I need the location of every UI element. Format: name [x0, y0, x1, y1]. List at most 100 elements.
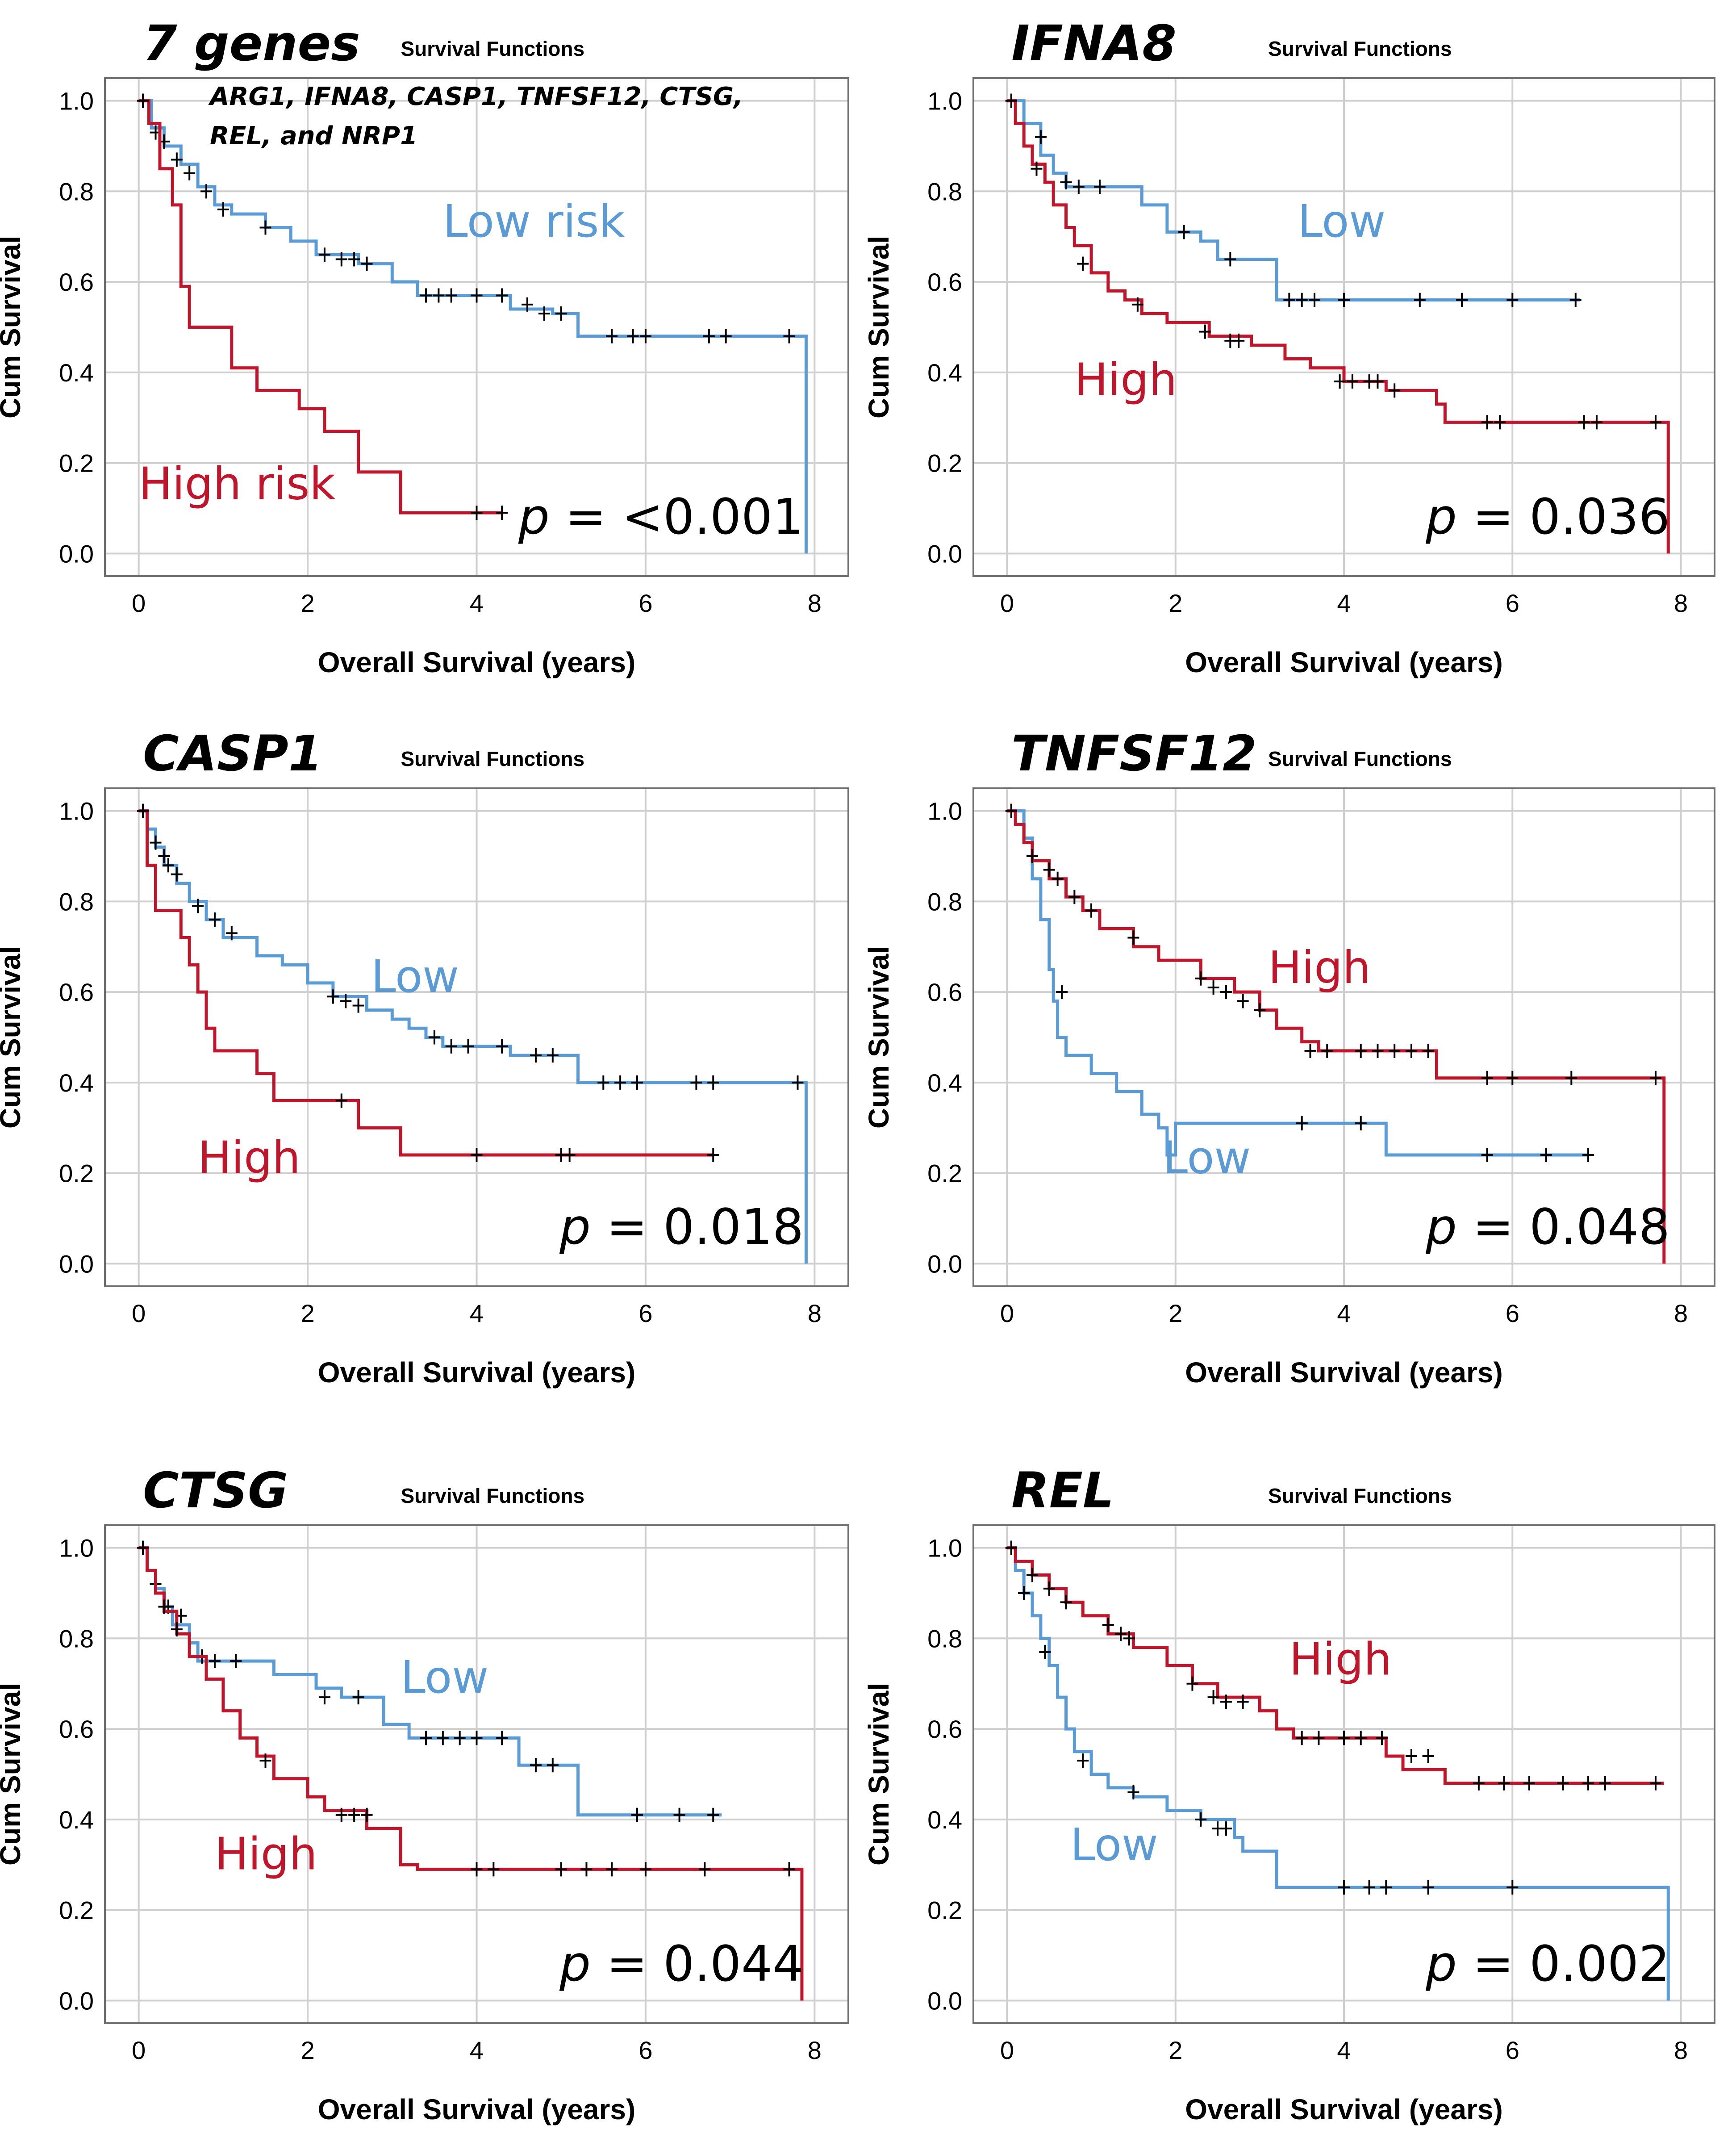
- p-value-text: = 0.002: [1457, 1935, 1670, 1992]
- censor-mark: [1338, 1880, 1350, 1895]
- plot-frame: [972, 787, 1715, 1287]
- x-tick-label: 4: [1337, 1299, 1351, 1327]
- survival-curve-high: [1007, 99, 1670, 554]
- censor-mark: [1389, 1043, 1401, 1058]
- y-tick-label: 0.4: [59, 1806, 94, 1834]
- censor-mark: [352, 1690, 364, 1705]
- censor-mark: [1233, 333, 1245, 348]
- censor-mark: [471, 288, 483, 303]
- x-tick-label: 4: [470, 1299, 484, 1327]
- censor-mark: [1178, 225, 1190, 239]
- x-tick-label: 8: [808, 589, 822, 617]
- censor-mark: [783, 329, 795, 343]
- censor-mark: [1308, 293, 1320, 307]
- panel-title: CTSG: [143, 1462, 288, 1519]
- censor-mark: [1540, 1148, 1552, 1163]
- group-label: High: [215, 1828, 317, 1880]
- panel-title: REL: [1011, 1462, 1114, 1519]
- censor-mark: [1220, 1694, 1232, 1709]
- y-tick-label: 0.4: [927, 359, 962, 387]
- censor-mark: [1224, 252, 1236, 267]
- censor-mark: [1346, 374, 1358, 389]
- censor-mark: [496, 1039, 508, 1054]
- censor-mark: [445, 288, 457, 303]
- y-tick-label: 0.6: [927, 268, 962, 296]
- censor-mark: [471, 1731, 483, 1745]
- censor-mark: [230, 1654, 242, 1669]
- plot-frame: [104, 787, 849, 1287]
- censor-mark: [1334, 374, 1346, 389]
- censor-mark: [1102, 1618, 1114, 1632]
- p-value-symbol: p: [1425, 1198, 1457, 1255]
- censor-mark: [1380, 1880, 1392, 1895]
- censor-mark: [1296, 1731, 1308, 1745]
- censor-mark: [1060, 1595, 1072, 1610]
- censor-mark: [707, 1807, 719, 1822]
- censor-mark: [580, 1862, 593, 1877]
- censor-mark: [1578, 415, 1590, 430]
- censor-mark: [158, 1599, 170, 1614]
- censor-mark: [1027, 1568, 1039, 1582]
- censor-mark: [1031, 161, 1043, 176]
- x-tick-label: 2: [1168, 1299, 1182, 1327]
- censor-mark: [703, 329, 715, 343]
- plot-frame: [972, 77, 1715, 577]
- p-value: p = 0.018: [559, 1198, 804, 1255]
- censor-mark: [606, 1862, 618, 1877]
- censor-mark: [1005, 93, 1017, 108]
- panel-title: TNFSF12: [1011, 725, 1257, 782]
- y-tick-label: 0.8: [927, 887, 962, 916]
- survival-curve-high-risk: [138, 99, 502, 515]
- p-value-text: = 0.048: [1457, 1198, 1670, 1255]
- km-panel: 0 2 4 6 8 0.0 0.2 0.4 0.6 0.8 1.0 Overall Survival …: [0, 15, 849, 678]
- censor-mark: [1131, 297, 1143, 312]
- x-tick-label: 6: [1506, 2036, 1519, 2064]
- censor-mark: [1321, 1043, 1333, 1058]
- censor-mark: [217, 202, 229, 217]
- censor-mark: [348, 1807, 360, 1822]
- censor-mark: [1582, 1148, 1594, 1163]
- censor-mark: [1039, 1644, 1051, 1659]
- p-value-text: = 0.044: [591, 1935, 804, 1992]
- survival-functions-title: Survival Functions: [1268, 1484, 1452, 1507]
- censor-mark: [361, 256, 373, 271]
- censor-mark: [171, 867, 183, 882]
- censor-mark: [1005, 1540, 1017, 1555]
- survival-curve-low: [1007, 809, 1589, 1157]
- censor-mark: [1481, 1071, 1493, 1085]
- censor-mark: [1405, 1043, 1417, 1058]
- censor-mark: [699, 1862, 711, 1877]
- group-label: High: [1289, 1633, 1392, 1686]
- y-tick-label: 0.0: [59, 1250, 94, 1278]
- censor-mark: [1582, 1776, 1594, 1791]
- km-panel: 0 2 4 6 8 0.0 0.2 0.4 0.6 0.8 1.0 Overall Survival …: [863, 725, 1715, 1389]
- censor-mark: [462, 1039, 474, 1054]
- censor-mark: [1355, 1043, 1367, 1058]
- y-tick-label: 0.2: [59, 1896, 94, 1924]
- censor-mark: [1127, 1785, 1139, 1800]
- censor-mark: [1372, 1043, 1384, 1058]
- censor-mark: [1043, 862, 1055, 877]
- censor-mark: [563, 1148, 576, 1163]
- censor-mark: [530, 1048, 542, 1063]
- censor-mark: [673, 1807, 685, 1822]
- censor-mark: [1027, 849, 1039, 864]
- censor-mark: [1254, 1003, 1266, 1017]
- y-tick-label: 1.0: [59, 87, 94, 115]
- censor-mark: [538, 306, 550, 321]
- survival-functions-title: Survival Functions: [1268, 37, 1452, 60]
- censor-mark: [707, 1148, 719, 1163]
- y-tick-label: 0.2: [927, 1896, 962, 1924]
- censor-mark: [1123, 1631, 1135, 1646]
- plot-frame: [104, 1524, 849, 2024]
- censor-mark: [259, 1753, 271, 1768]
- censor-mark: [783, 1862, 795, 1877]
- censor-mark: [1523, 1776, 1535, 1791]
- censor-mark: [1072, 180, 1085, 194]
- censor-mark: [335, 1093, 347, 1108]
- x-axis-label: Overall Survival (years): [318, 646, 636, 678]
- y-tick-label: 0.8: [59, 887, 94, 916]
- censor-mark: [1296, 1116, 1308, 1131]
- x-tick-label: 4: [1337, 2036, 1351, 2064]
- censor-mark: [209, 1654, 221, 1669]
